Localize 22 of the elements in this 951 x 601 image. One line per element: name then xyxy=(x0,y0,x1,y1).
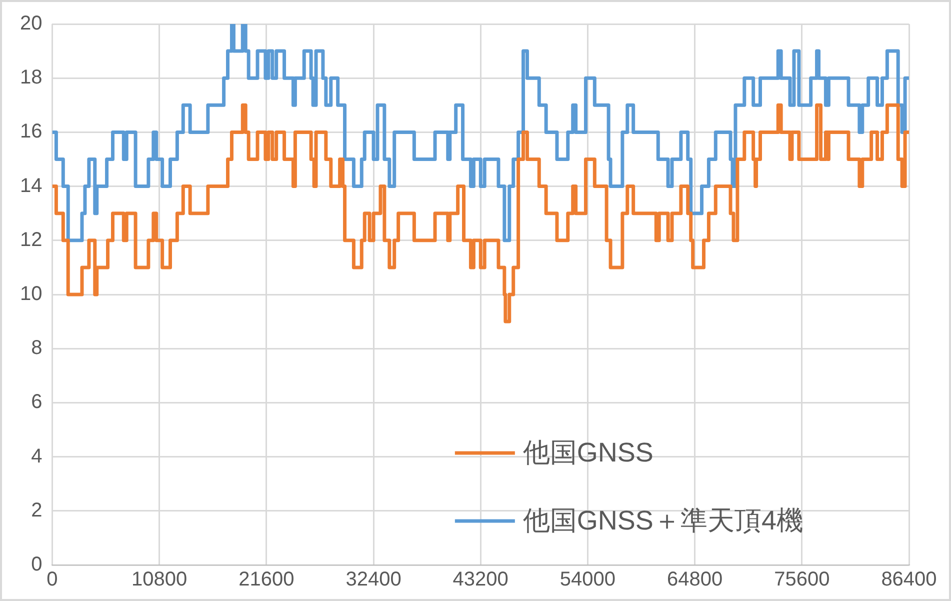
y-tick-label: 0 xyxy=(31,554,42,576)
x-tick-label: 43200 xyxy=(452,568,508,591)
x-tick-label: 21600 xyxy=(238,568,294,591)
x-tick-label: 0 xyxy=(46,568,58,591)
legend-label: 他国GNSS＋準天頂4機 xyxy=(522,505,804,536)
y-tick-label: 2 xyxy=(31,499,42,522)
y-tick-label: 16 xyxy=(20,120,42,143)
x-tick-label: 86400 xyxy=(881,568,937,591)
y-tick-label: 10 xyxy=(20,283,42,306)
x-tick-label: 32400 xyxy=(346,568,402,591)
y-tick-label: 6 xyxy=(31,391,42,414)
y-tick-label: 14 xyxy=(20,174,42,197)
x-tick-label: 54000 xyxy=(560,568,616,591)
y-tick-label: 4 xyxy=(31,445,42,468)
legend-label: 他国GNSS xyxy=(522,437,654,468)
x-tick-label: 64800 xyxy=(667,568,723,591)
x-tick-label: 10800 xyxy=(132,568,188,591)
x-tick-label: 75600 xyxy=(774,568,830,591)
y-tick-label: 20 xyxy=(20,12,42,35)
y-tick-label: 18 xyxy=(20,66,42,89)
y-tick-label: 8 xyxy=(31,337,42,360)
y-tick-label: 12 xyxy=(20,228,42,251)
